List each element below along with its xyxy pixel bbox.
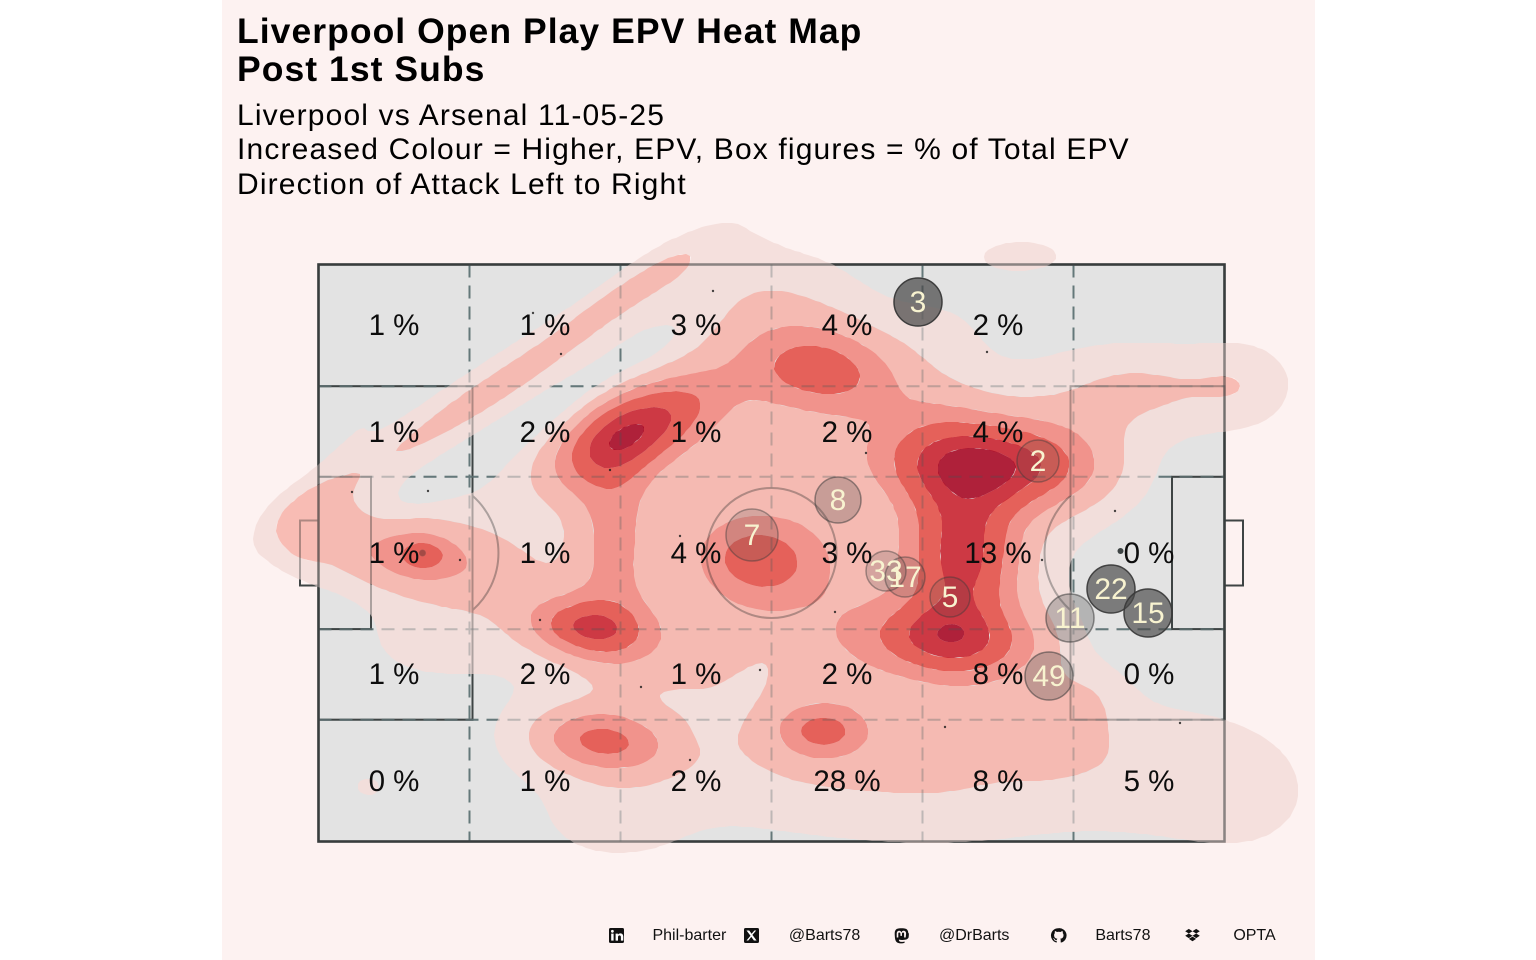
svg-text:3: 3: [910, 286, 927, 319]
svg-text:2: 2: [1030, 445, 1047, 478]
svg-text:1 %: 1 %: [369, 658, 420, 691]
svg-text:49: 49: [1032, 660, 1065, 693]
svg-text:5 %: 5 %: [1124, 765, 1175, 798]
svg-text:33: 33: [869, 555, 902, 588]
svg-text:17: 17: [888, 561, 921, 594]
svg-text:3 %: 3 %: [671, 309, 722, 342]
svg-text:0 %: 0 %: [1124, 658, 1175, 691]
svg-text:1 %: 1 %: [671, 416, 722, 449]
svg-text:28 %: 28 %: [813, 765, 880, 798]
svg-text:22: 22: [1094, 573, 1127, 606]
svg-text:8: 8: [830, 484, 847, 517]
svg-text:1 %: 1 %: [369, 537, 420, 570]
svg-text:8 %: 8 %: [973, 658, 1024, 691]
svg-text:2 %: 2 %: [520, 416, 571, 449]
svg-text:1 %: 1 %: [520, 765, 571, 798]
svg-text:2 %: 2 %: [671, 765, 722, 798]
svg-text:4 %: 4 %: [973, 416, 1024, 449]
svg-text:8 %: 8 %: [973, 765, 1024, 798]
svg-text:0 %: 0 %: [1124, 537, 1175, 570]
svg-text:0 %: 0 %: [369, 765, 420, 798]
svg-text:1 %: 1 %: [520, 537, 571, 570]
svg-text:15: 15: [1131, 597, 1164, 630]
svg-text:3 %: 3 %: [822, 537, 873, 570]
svg-text:2 %: 2 %: [822, 416, 873, 449]
svg-text:4 %: 4 %: [671, 537, 722, 570]
svg-text:1 %: 1 %: [520, 309, 571, 342]
svg-text:13 %: 13 %: [964, 537, 1031, 570]
svg-text:5: 5: [942, 581, 959, 614]
svg-text:1 %: 1 %: [369, 416, 420, 449]
svg-text:2 %: 2 %: [973, 309, 1024, 342]
svg-text:2 %: 2 %: [822, 658, 873, 691]
svg-text:4 %: 4 %: [822, 309, 873, 342]
svg-text:2 %: 2 %: [520, 658, 571, 691]
svg-text:7: 7: [744, 519, 761, 552]
svg-text:11: 11: [1054, 602, 1085, 635]
svg-text:1 %: 1 %: [671, 658, 722, 691]
svg-text:1 %: 1 %: [369, 309, 420, 342]
